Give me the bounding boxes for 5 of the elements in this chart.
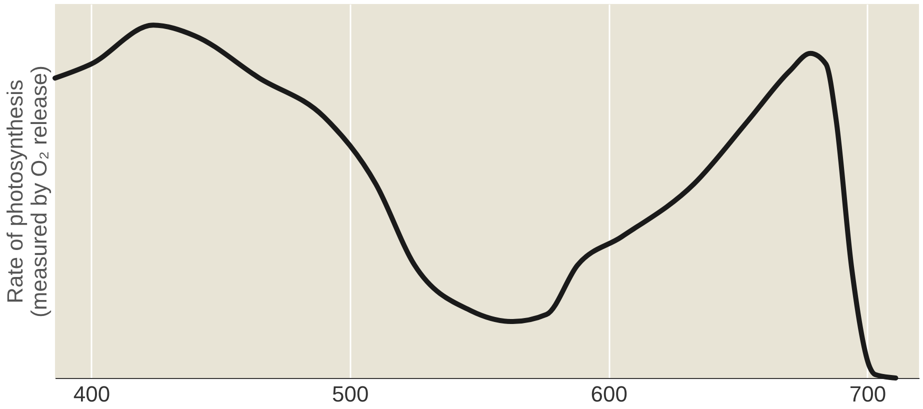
x-tick-label: 500 — [332, 382, 369, 406]
x-tick-label: 400 — [73, 382, 110, 406]
y-axis-title: Rate of photosynthesis (measured by O₂ release) — [2, 66, 52, 318]
x-tick-label: 700 — [849, 382, 886, 406]
x-tick-label: 600 — [590, 382, 628, 406]
